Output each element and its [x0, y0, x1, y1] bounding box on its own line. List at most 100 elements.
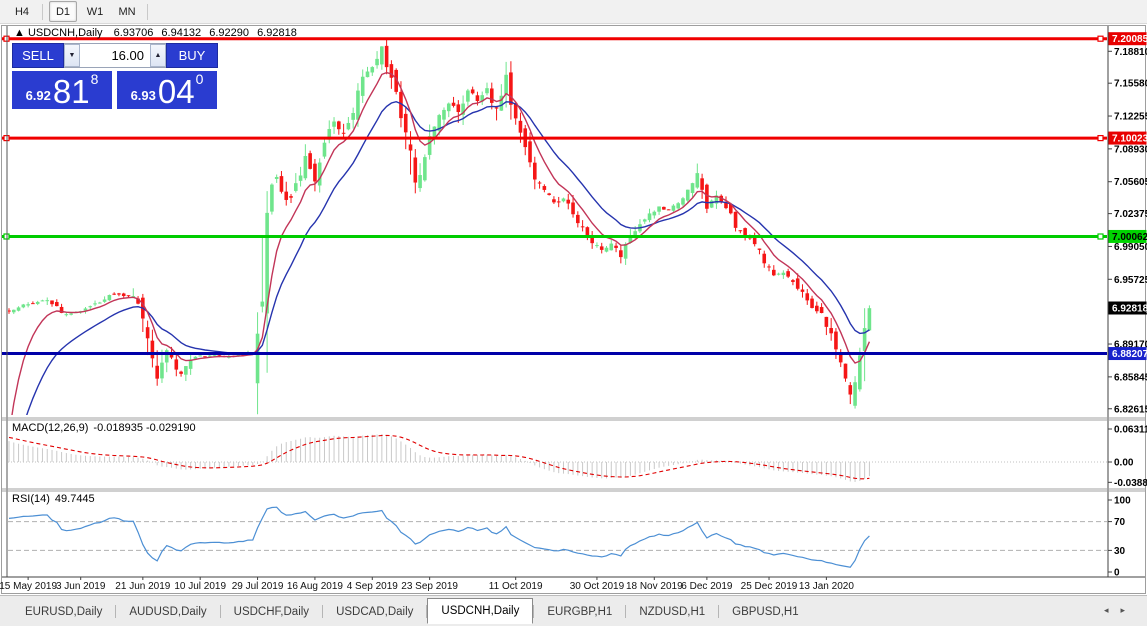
svg-text:7.18810: 7.18810 — [1114, 47, 1147, 58]
volume-input[interactable] — [80, 44, 150, 67]
svg-text:6.99050: 6.99050 — [1114, 242, 1147, 253]
svg-text:6.92818: 6.92818 — [1112, 304, 1147, 315]
tab-scroll-arrows: ◂▸ — [1104, 605, 1137, 616]
date-label: 6 Dec 2019 — [681, 581, 733, 592]
svg-text:6.88207: 6.88207 — [1112, 349, 1147, 360]
hline-anchor[interactable] — [1097, 35, 1104, 42]
tab-usdcnh-daily[interactable]: USDCNH,Daily — [427, 598, 534, 624]
timeframe-button-w1[interactable]: W1 — [86, 5, 104, 18]
hline-anchor[interactable] — [1097, 233, 1104, 240]
date-label: 21 Jun 2019 — [115, 581, 170, 592]
date-label: 30 Oct 2019 — [570, 581, 625, 592]
toolbar-separator — [42, 3, 43, 20]
sell-price-big-digits: 81 — [52, 72, 90, 110]
price-badge-7.20085 — [1108, 32, 1147, 46]
svg-text:-0.038877: -0.038877 — [1114, 478, 1147, 489]
svg-text:6.95725: 6.95725 — [1114, 275, 1147, 286]
chart-window[interactable]: 7.18810 7.15580 7.12255 7.08930 7.05605 7.023… — [0, 24, 1147, 595]
tab-scroll-left-icon[interactable]: ◂ — [1103, 605, 1121, 615]
timeframe-button-mn[interactable]: MN — [118, 5, 136, 18]
macd-panel-series — [8, 434, 1107, 482]
quote-high: 6.94132 — [161, 27, 202, 39]
svg-text:6.82615: 6.82615 — [1114, 404, 1147, 415]
buy-price-prefix: 6.93 — [130, 88, 156, 103]
price-chart-canvas[interactable]: 7.18810 7.15580 7.12255 7.08930 7.05605 7.023… — [0, 24, 1147, 595]
tab-separator — [115, 605, 117, 618]
svg-text:0.063113: 0.063113 — [1114, 424, 1147, 435]
buy-price-pip-digit: 0 — [195, 71, 204, 87]
one-click-trading-panel: SELL ▼ ▲ BUY 6.92 81 8 6.93 04 0 — [12, 43, 218, 109]
sell-button[interactable]: SELL — [12, 43, 64, 68]
svg-text:30: 30 — [1114, 546, 1126, 557]
date-label: 3 Jun 2019 — [56, 581, 106, 592]
date-label: 16 Aug 2019 — [287, 581, 344, 592]
tab-separator — [533, 605, 535, 618]
date-label: 4 Sep 2019 — [347, 581, 399, 592]
volume-increase-button[interactable]: ▲ — [150, 44, 166, 67]
price-badge-7.00062 — [1108, 229, 1147, 243]
tab-eurusd-daily[interactable]: EURUSD,Daily — [25, 605, 103, 618]
tab-gbpusd-h1[interactable]: GBPUSD,H1 — [732, 605, 799, 618]
svg-text:70: 70 — [1114, 517, 1126, 528]
macd-values: -0.018935 -0.029190 — [93, 422, 196, 434]
svg-text:7.12255: 7.12255 — [1114, 112, 1147, 123]
date-label: 13 Jan 2020 — [799, 581, 854, 592]
quote-open: 6.93706 — [113, 27, 154, 39]
date-label: 25 Dec 2019 — [741, 581, 798, 592]
price-badge-6.88207 — [1108, 347, 1147, 361]
buy-price-big-digits: 04 — [157, 72, 195, 110]
hline-anchor[interactable] — [1097, 134, 1104, 142]
moving-averages — [11, 71, 871, 415]
price-badge-7.10023 — [1108, 131, 1147, 145]
tab-usdcad-daily[interactable]: USDCAD,Daily — [336, 605, 414, 618]
date-label: 18 Nov 2019 — [626, 581, 683, 592]
date-label: 15 May 2019 — [0, 581, 57, 592]
rsi-indicator-label: RSI(14) 49.7445 — [12, 493, 95, 505]
timeframe-toolbar: H4 D1 W1 MN — [0, 0, 1147, 24]
svg-text:0: 0 — [1114, 568, 1120, 579]
chart-tab-bar: EURUSD,Daily AUDUSD,Daily USDCHF,Daily USDC… — [0, 595, 1147, 626]
tab-separator — [718, 605, 720, 618]
tab-separator — [426, 605, 428, 618]
buy-price-box[interactable]: 6.93 04 0 — [117, 71, 217, 109]
svg-text:7.20085: 7.20085 — [1112, 34, 1147, 45]
tab-usdchf-daily[interactable]: USDCHF,Daily — [233, 605, 310, 618]
panel-frames — [1, 25, 1146, 594]
timeframe-button-d1[interactable]: D1 — [49, 1, 77, 22]
date-label: 29 Jul 2019 — [232, 581, 284, 592]
tab-eurgbp-h1[interactable]: EURGBP,H1 — [547, 605, 613, 618]
candlestick-series — [8, 39, 872, 415]
date-label: 10 Jul 2019 — [174, 581, 226, 592]
volume-decrease-button[interactable]: ▼ — [64, 44, 80, 67]
tab-separator — [625, 605, 627, 618]
tab-nzdusd-h1[interactable]: NZDUSD,H1 — [639, 605, 706, 618]
date-label: 11 Oct 2019 — [489, 581, 543, 592]
chart-title: ▲ USDCNH,Daily 6.93706 6.94132 6.92290 6… — [14, 27, 302, 39]
toolbar-separator — [147, 3, 148, 20]
svg-text:7.15580: 7.15580 — [1114, 79, 1147, 90]
sell-price-pip-digit: 8 — [90, 71, 99, 87]
svg-text:7.08930: 7.08930 — [1114, 144, 1147, 155]
svg-text:7.00062: 7.00062 — [1112, 232, 1147, 243]
buy-button[interactable]: BUY — [166, 43, 218, 68]
svg-text:7.05605: 7.05605 — [1114, 177, 1147, 188]
collapse-arrow-icon[interactable]: ▲ — [14, 27, 25, 39]
sell-price-prefix: 6.92 — [25, 88, 51, 103]
date-label: 23 Sep 2019 — [401, 581, 458, 592]
tab-audusd-daily[interactable]: AUDUSD,Daily — [129, 605, 207, 618]
svg-text:7.10023: 7.10023 — [1112, 134, 1147, 145]
timeframe-button-h4[interactable]: H4 — [14, 5, 30, 18]
tab-separator — [322, 605, 324, 618]
tab-scroll-right-icon[interactable]: ▸ — [1120, 605, 1137, 615]
svg-text:6.89170: 6.89170 — [1114, 340, 1147, 351]
price-axis-badges: 7.20085 7.10023 7.00062 6.92818 6.88207 — [1108, 32, 1147, 361]
sell-price-box[interactable]: 6.92 81 8 — [12, 71, 112, 109]
quote-low: 6.92290 — [209, 27, 249, 39]
svg-text:100: 100 — [1114, 496, 1131, 507]
volume-stepper: ▼ ▲ — [64, 43, 166, 68]
chart-symbol-period: USDCNH,Daily — [27, 27, 103, 39]
svg-text:0.00: 0.00 — [1114, 458, 1134, 469]
macd-indicator-label: MACD(12,26,9) -0.018935 -0.029190 — [12, 422, 196, 434]
